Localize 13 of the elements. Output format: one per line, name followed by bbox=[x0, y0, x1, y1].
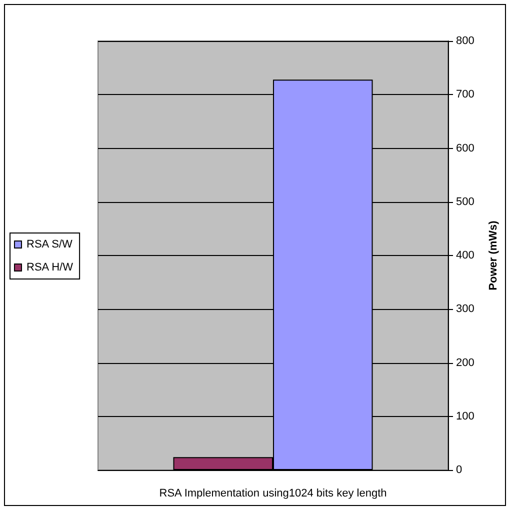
y-tick-label: 200 bbox=[456, 356, 474, 369]
y-tick-label: 600 bbox=[456, 142, 474, 154]
legend-label: RSA S/W bbox=[26, 238, 73, 250]
y-tick-label: 800 bbox=[456, 35, 474, 47]
y-tick-label: 400 bbox=[456, 250, 474, 262]
y-tick-label: 500 bbox=[456, 196, 474, 208]
y-tick-label: 0 bbox=[456, 464, 462, 476]
y-tick-label: 100 bbox=[456, 410, 474, 422]
y-tick-label: 300 bbox=[456, 303, 474, 316]
y-tick-label: 700 bbox=[456, 88, 474, 101]
x-axis-title: RSA Implementation using1024 bits key length bbox=[159, 488, 387, 500]
legend-label: RSA H/W bbox=[26, 262, 74, 274]
y-axis-title: Power (mWs) bbox=[488, 220, 500, 290]
